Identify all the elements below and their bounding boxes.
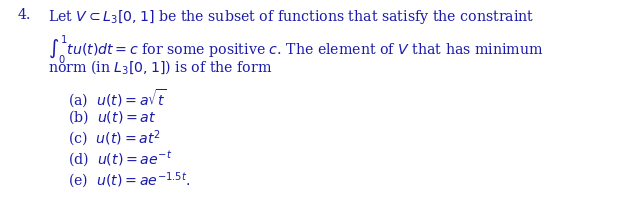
Text: norm (in $L_3[0,1]$) is of the form: norm (in $L_3[0,1]$) is of the form — [48, 58, 272, 75]
Text: (e)  $u(t) = ae^{-1.5t}.$: (e) $u(t) = ae^{-1.5t}.$ — [68, 170, 190, 190]
Text: (c)  $u(t) = at^2$: (c) $u(t) = at^2$ — [68, 128, 161, 149]
Text: 4.: 4. — [18, 8, 32, 22]
Text: (b)  $u(t) = at$: (b) $u(t) = at$ — [68, 108, 156, 125]
Text: (d)  $u(t) = ae^{-t}$: (d) $u(t) = ae^{-t}$ — [68, 149, 172, 169]
Text: (a)  $u(t) = a\sqrt{t}$: (a) $u(t) = a\sqrt{t}$ — [68, 86, 167, 109]
Text: Let $V \subset L_3[0,1]$ be the subset of functions that satisfy the constraint: Let $V \subset L_3[0,1]$ be the subset o… — [48, 8, 535, 26]
Text: $\int_0^1 tu(t)dt = c$ for some positive $c$. The element of $V$ that has minimu: $\int_0^1 tu(t)dt = c$ for some positive… — [48, 33, 544, 66]
